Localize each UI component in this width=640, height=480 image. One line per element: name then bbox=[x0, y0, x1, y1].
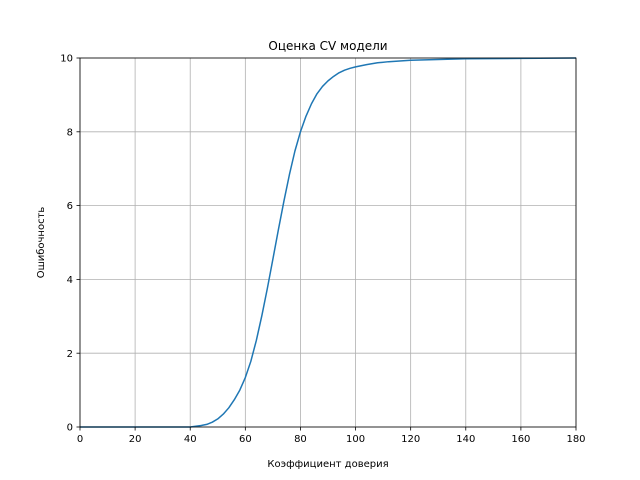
chart-title: Оценка CV модели bbox=[268, 39, 387, 53]
x-tick-label: 140 bbox=[456, 434, 475, 445]
ticks: 0 20 40 60 80 100 120 140 160 180 0 2 4 6 8 10 bbox=[60, 54, 585, 445]
x-tick-label: 0 bbox=[77, 434, 83, 445]
x-axis-label: Коэффициент доверия bbox=[267, 459, 388, 470]
y-tick-label: 6 bbox=[67, 201, 73, 212]
y-tick-label: 8 bbox=[67, 127, 73, 138]
x-tick-label: 180 bbox=[566, 434, 585, 445]
y-axis-label: Ошибочность bbox=[36, 207, 47, 279]
x-tick-label: 160 bbox=[511, 434, 530, 445]
series-line bbox=[80, 57, 577, 428]
y-tick-label: 2 bbox=[67, 349, 73, 360]
y-tick-label: 4 bbox=[67, 275, 73, 286]
x-tick-label: 20 bbox=[129, 434, 142, 445]
y-tick-label: 0 bbox=[67, 423, 73, 434]
x-tick-label: 100 bbox=[346, 434, 365, 445]
series-layer bbox=[80, 57, 577, 428]
y-tick-label: 10 bbox=[60, 54, 73, 65]
x-tick-label: 60 bbox=[239, 434, 252, 445]
x-tick-label: 80 bbox=[294, 434, 307, 445]
x-tick-label: 120 bbox=[401, 434, 420, 445]
plot-frame bbox=[79, 57, 577, 428]
x-tick-label: 40 bbox=[184, 434, 197, 445]
